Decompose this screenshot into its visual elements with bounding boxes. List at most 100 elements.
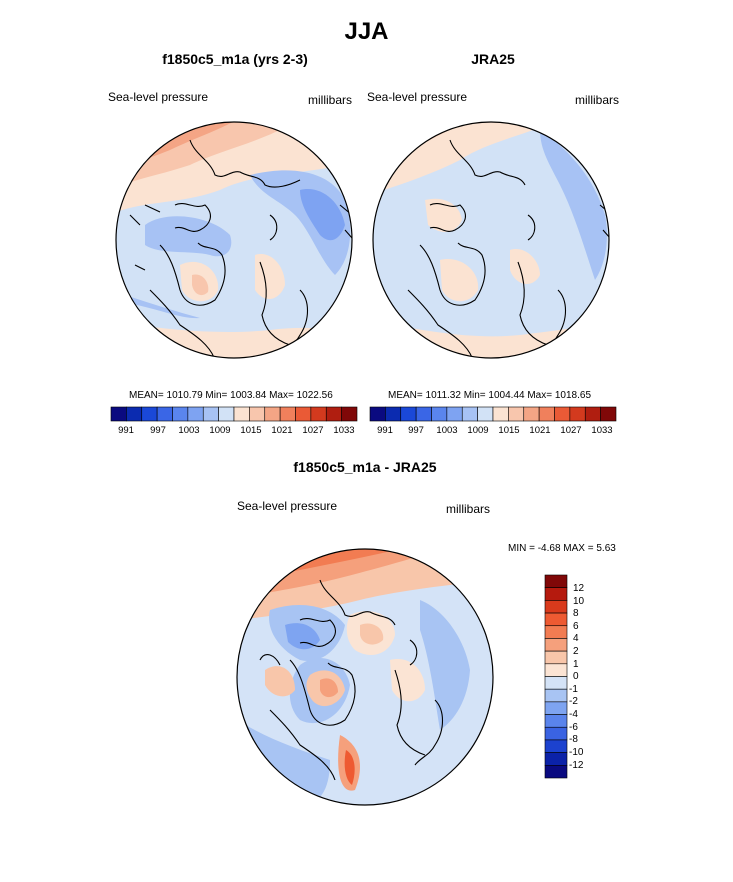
high-pressure-region (510, 249, 540, 285)
colorbar-swatch (415, 406, 432, 422)
high-pressure-region (440, 259, 479, 302)
colorbar-swatch (341, 406, 358, 422)
panel1-map (116, 122, 352, 358)
colorbar-swatch (310, 406, 327, 422)
positive-anomaly (344, 750, 355, 785)
positive-anomaly (390, 659, 425, 702)
cb3-tick: -6 (569, 722, 578, 733)
cb2-tick: 1021 (529, 425, 551, 436)
panel3-title: f1850c5_m1a - JRA25 (293, 459, 437, 475)
cb3-tick: -4 (569, 709, 578, 720)
colorbar-swatch (544, 663, 568, 677)
panel2-map-border (372, 121, 610, 359)
cb3-tick: -2 (569, 696, 578, 707)
colorbar-swatch (279, 406, 296, 422)
coastlines (129, 139, 352, 358)
cb1-tick: 1021 (271, 425, 293, 436)
colorbar-swatch (141, 406, 158, 422)
cb3-tick: 8 (573, 608, 579, 619)
positive-anomaly (360, 623, 384, 645)
colorbar-swatch (172, 406, 189, 422)
cb3-tick: 6 (573, 621, 579, 632)
cb2-tick: 991 (377, 425, 393, 436)
negative-anomaly (420, 600, 470, 730)
high-pressure-region (425, 198, 462, 232)
cb1-tick: 1009 (209, 425, 231, 436)
colorbar-swatch (202, 406, 219, 422)
colorbar-swatch (569, 406, 586, 422)
colorbar-swatch (544, 739, 568, 753)
colorbar-swatch (400, 406, 417, 422)
panel2-colorbar (369, 406, 617, 422)
colorbar-swatch (544, 701, 568, 715)
colorbar-swatch (544, 587, 568, 601)
panel1-colorbar (110, 406, 358, 422)
panel1-stats: MEAN= 1010.79 Min= 1003.84 Max= 1022.56 (129, 390, 333, 401)
colorbar-swatch (431, 406, 448, 422)
colorbar-swatch (295, 406, 312, 422)
colorbar-swatch (544, 650, 568, 665)
panel2-units-label: millibars (575, 93, 620, 107)
panel3-variable-label: Sea-level pressure (237, 499, 338, 513)
panel3-map-border (236, 548, 494, 806)
colorbar-swatch (126, 406, 143, 422)
cb3-tick: 1 (573, 659, 579, 670)
colorbar-swatch (544, 638, 568, 652)
colorbar-swatch (544, 676, 568, 690)
cb3-tick: 0 (573, 671, 579, 682)
cb2-tick: 1027 (560, 425, 582, 436)
colorbar-swatch (508, 406, 525, 422)
coastlines (259, 579, 444, 781)
panel1-variable-label: Sea-level pressure (108, 90, 209, 104)
cb2-tick: 1033 (591, 425, 613, 436)
colorbar-swatch (369, 406, 386, 422)
cb1-tick: 991 (118, 425, 134, 436)
colorbar-swatch (544, 612, 568, 627)
cb3-tick: -8 (569, 734, 578, 745)
panel1-units-label: millibars (308, 93, 353, 107)
colorbar-swatch (600, 406, 617, 422)
panel2-map (373, 122, 609, 358)
colorbar-swatch (544, 726, 568, 741)
colorbar-swatch (264, 406, 281, 422)
positive-anomaly (265, 666, 295, 697)
panel1-title: f1850c5_m1a (yrs 2-3) (162, 51, 308, 67)
cb2-tick: 1003 (436, 425, 458, 436)
colorbar-swatch (544, 752, 568, 766)
cb3-tick: 4 (573, 633, 579, 644)
positive-anomaly (320, 678, 338, 698)
colorbar-swatch (492, 406, 509, 422)
low-pressure-region (300, 189, 345, 241)
negative-anomaly (285, 623, 320, 650)
colorbar-swatch (233, 406, 250, 422)
cb3-tick: -12 (569, 760, 584, 771)
main-title: JJA (344, 18, 389, 45)
colorbar-swatch (584, 406, 601, 422)
colorbar-swatch (523, 406, 540, 422)
colorbar-swatch (156, 406, 173, 422)
cb3-tick: 12 (573, 583, 585, 594)
panel2-stats: MEAN= 1011.32 Min= 1004.44 Max= 1018.65 (388, 390, 592, 401)
cb2-tick: 1015 (498, 425, 520, 436)
panel3-units-label: millibars (446, 502, 491, 516)
colorbar-swatch (325, 406, 342, 422)
map-background (373, 122, 609, 358)
cb1-tick: 997 (150, 425, 166, 436)
colorbar-swatch (544, 714, 568, 728)
cb3-tick: 10 (573, 596, 585, 607)
colorbar-swatch (477, 406, 494, 422)
colorbar-swatch (544, 625, 568, 639)
cb2-tick: 997 (408, 425, 424, 436)
panel2-title: JRA25 (471, 51, 515, 67)
panel3-stats: MIN = -4.68 MAX = 5.63 (508, 543, 616, 554)
colorbar-swatch (249, 406, 266, 422)
cb3-tick: -1 (569, 684, 578, 695)
colorbar-swatch (544, 574, 568, 588)
colorbar-swatch (554, 406, 571, 422)
panel1-map-border (115, 121, 353, 359)
colorbar-swatch (218, 406, 235, 422)
cb3-tick: 2 (573, 646, 579, 657)
colorbar-swatch (544, 765, 568, 779)
cb1-tick: 1027 (302, 425, 324, 436)
